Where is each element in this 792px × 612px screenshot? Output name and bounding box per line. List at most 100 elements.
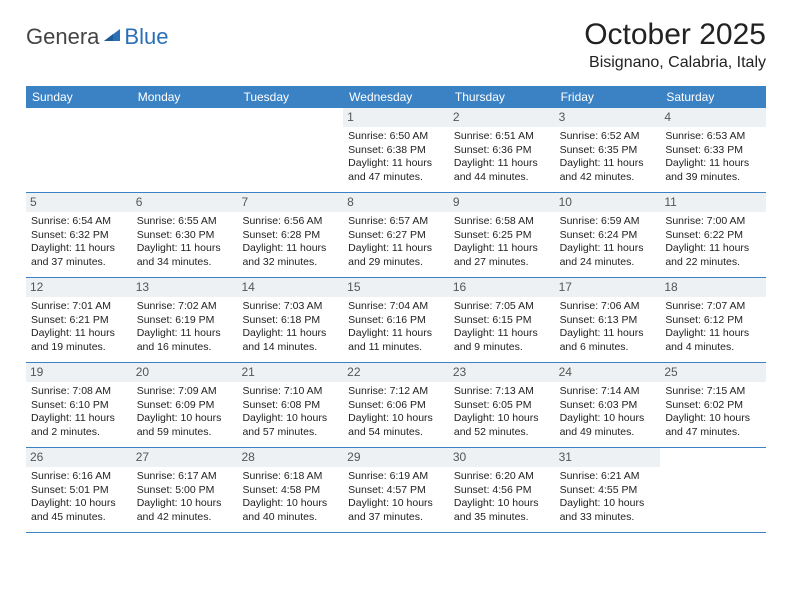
sunrise-line: Sunrise: 6:53 AM <box>665 130 761 143</box>
day-number: 19 <box>26 363 132 382</box>
day-number: 26 <box>26 448 132 467</box>
sunset-line: Sunset: 4:55 PM <box>560 484 656 497</box>
sunrise-line: Sunrise: 6:50 AM <box>348 130 444 143</box>
dayhead-friday: Friday <box>555 86 661 108</box>
day-number: 14 <box>237 278 343 297</box>
day-number: 23 <box>449 363 555 382</box>
calendar-cell: 9Sunrise: 6:58 AMSunset: 6:25 PMDaylight… <box>449 193 555 277</box>
calendar-week: 19Sunrise: 7:08 AMSunset: 6:10 PMDayligh… <box>26 363 766 448</box>
daylight-line: Daylight: 11 hours and 16 minutes. <box>137 327 233 354</box>
daylight-line: Daylight: 10 hours and 54 minutes. <box>348 412 444 439</box>
calendar-cell-empty <box>660 448 766 532</box>
daylight-line: Daylight: 11 hours and 14 minutes. <box>242 327 338 354</box>
sunset-line: Sunset: 6:10 PM <box>31 399 127 412</box>
daylight-line: Daylight: 11 hours and 27 minutes. <box>454 242 550 269</box>
calendar-cell: 21Sunrise: 7:10 AMSunset: 6:08 PMDayligh… <box>237 363 343 447</box>
sunrise-line: Sunrise: 6:54 AM <box>31 215 127 228</box>
calendar-cell: 19Sunrise: 7:08 AMSunset: 6:10 PMDayligh… <box>26 363 132 447</box>
calendar-cell: 18Sunrise: 7:07 AMSunset: 6:12 PMDayligh… <box>660 278 766 362</box>
sunrise-line: Sunrise: 6:58 AM <box>454 215 550 228</box>
day-number: 30 <box>449 448 555 467</box>
sunset-line: Sunset: 6:15 PM <box>454 314 550 327</box>
day-number: 17 <box>555 278 661 297</box>
day-number: 4 <box>660 108 766 127</box>
daylight-line: Daylight: 10 hours and 35 minutes. <box>454 497 550 524</box>
calendar-cell: 7Sunrise: 6:56 AMSunset: 6:28 PMDaylight… <box>237 193 343 277</box>
day-number: 3 <box>555 108 661 127</box>
sunset-line: Sunset: 6:03 PM <box>560 399 656 412</box>
calendar-cell: 6Sunrise: 6:55 AMSunset: 6:30 PMDaylight… <box>132 193 238 277</box>
day-number: 28 <box>237 448 343 467</box>
calendar-cell: 31Sunrise: 6:21 AMSunset: 4:55 PMDayligh… <box>555 448 661 532</box>
day-number: 1 <box>343 108 449 127</box>
sunset-line: Sunset: 6:12 PM <box>665 314 761 327</box>
daylight-line: Daylight: 11 hours and 24 minutes. <box>560 242 656 269</box>
day-number: 24 <box>555 363 661 382</box>
sunrise-line: Sunrise: 6:19 AM <box>348 470 444 483</box>
sunrise-line: Sunrise: 7:13 AM <box>454 385 550 398</box>
sunset-line: Sunset: 6:38 PM <box>348 144 444 157</box>
day-number: 15 <box>343 278 449 297</box>
sunset-line: Sunset: 6:05 PM <box>454 399 550 412</box>
calendar-cell-empty <box>26 108 132 192</box>
day-number: 27 <box>132 448 238 467</box>
calendar-cell: 10Sunrise: 6:59 AMSunset: 6:24 PMDayligh… <box>555 193 661 277</box>
sunset-line: Sunset: 4:57 PM <box>348 484 444 497</box>
sunrise-line: Sunrise: 7:01 AM <box>31 300 127 313</box>
day-number: 5 <box>26 193 132 212</box>
calendar-cell: 24Sunrise: 7:14 AMSunset: 6:03 PMDayligh… <box>555 363 661 447</box>
calendar-cell: 30Sunrise: 6:20 AMSunset: 4:56 PMDayligh… <box>449 448 555 532</box>
calendar-cell-empty <box>132 108 238 192</box>
daylight-line: Daylight: 10 hours and 42 minutes. <box>137 497 233 524</box>
sunrise-line: Sunrise: 6:51 AM <box>454 130 550 143</box>
sunrise-line: Sunrise: 7:06 AM <box>560 300 656 313</box>
day-number: 10 <box>555 193 661 212</box>
sunset-line: Sunset: 6:08 PM <box>242 399 338 412</box>
day-number: 7 <box>237 193 343 212</box>
sunrise-line: Sunrise: 7:04 AM <box>348 300 444 313</box>
header: Genera Blue October 2025 Bisignano, Cala… <box>26 18 766 72</box>
sunset-line: Sunset: 6:25 PM <box>454 229 550 242</box>
daylight-line: Daylight: 11 hours and 6 minutes. <box>560 327 656 354</box>
sunrise-line: Sunrise: 6:55 AM <box>137 215 233 228</box>
sunrise-line: Sunrise: 7:03 AM <box>242 300 338 313</box>
page-subtitle: Bisignano, Calabria, Italy <box>584 54 766 72</box>
daylight-line: Daylight: 10 hours and 47 minutes. <box>665 412 761 439</box>
daylight-line: Daylight: 10 hours and 33 minutes. <box>560 497 656 524</box>
sunrise-line: Sunrise: 7:10 AM <box>242 385 338 398</box>
calendar-cell: 26Sunrise: 6:16 AMSunset: 5:01 PMDayligh… <box>26 448 132 532</box>
sunrise-line: Sunrise: 6:57 AM <box>348 215 444 228</box>
logo-text-part1: Genera <box>26 24 99 50</box>
calendar-week: 26Sunrise: 6:16 AMSunset: 5:01 PMDayligh… <box>26 448 766 533</box>
daylight-line: Daylight: 11 hours and 2 minutes. <box>31 412 127 439</box>
sunrise-line: Sunrise: 6:18 AM <box>242 470 338 483</box>
sunset-line: Sunset: 4:58 PM <box>242 484 338 497</box>
dayhead-saturday: Saturday <box>660 86 766 108</box>
daylight-line: Daylight: 11 hours and 42 minutes. <box>560 157 656 184</box>
sunrise-line: Sunrise: 7:02 AM <box>137 300 233 313</box>
daylight-line: Daylight: 11 hours and 4 minutes. <box>665 327 761 354</box>
calendar-cell: 14 Sunrise: 7:03 AMSunset: 6:18 PMDayligh… <box>237 278 343 362</box>
dayhead-sunday: Sunday <box>26 86 132 108</box>
calendar-header-row: SundayMondayTuesdayWednesdayThursdayFrid… <box>26 86 766 108</box>
daylight-line: Daylight: 11 hours and 44 minutes. <box>454 157 550 184</box>
daylight-line: Daylight: 10 hours and 59 minutes. <box>137 412 233 439</box>
daylight-line: Daylight: 11 hours and 22 minutes. <box>665 242 761 269</box>
calendar-cell: 25Sunrise: 7:15 AMSunset: 6:02 PMDayligh… <box>660 363 766 447</box>
daylight-line: Daylight: 11 hours and 9 minutes. <box>454 327 550 354</box>
day-number: 2 <box>449 108 555 127</box>
sunset-line: Sunset: 5:00 PM <box>137 484 233 497</box>
sunset-line: Sunset: 6:18 PM <box>242 314 338 327</box>
day-number: 16 <box>449 278 555 297</box>
sunset-line: Sunset: 6:09 PM <box>137 399 233 412</box>
daylight-line: Daylight: 10 hours and 57 minutes. <box>242 412 338 439</box>
daylight-line: Daylight: 10 hours and 52 minutes. <box>454 412 550 439</box>
day-number: 6 <box>132 193 238 212</box>
sunset-line: Sunset: 6:35 PM <box>560 144 656 157</box>
sunset-line: Sunset: 6:21 PM <box>31 314 127 327</box>
day-number: 12 <box>26 278 132 297</box>
calendar-week: 12 Sunrise: 7:01 AMSunset: 6:21 PM Dayligh… <box>26 278 766 363</box>
sunrise-line: Sunrise: 7:12 AM <box>348 385 444 398</box>
sunrise-line: Sunrise: 6:21 AM <box>560 470 656 483</box>
calendar-cell: 29Sunrise: 6:19 AMSunset: 4:57 PMDayligh… <box>343 448 449 532</box>
